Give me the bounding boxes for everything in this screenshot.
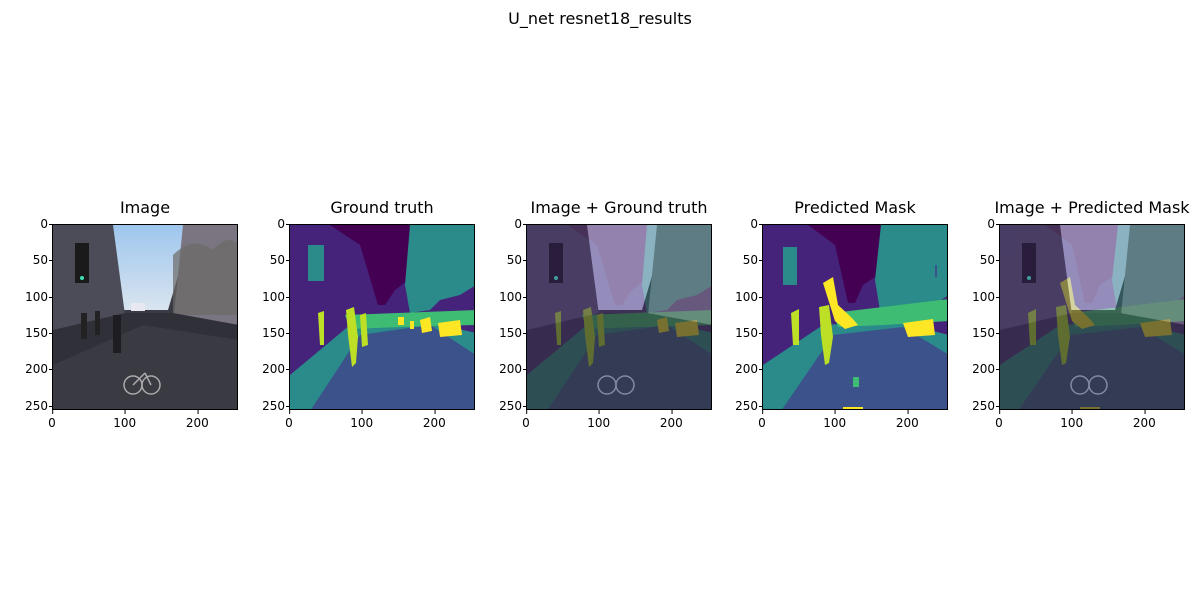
panel-predicted-mask: Predicted Mask 0 50 100 150 200 250 0 10… (735, 198, 948, 438)
panel-title: Ground truth (330, 198, 434, 217)
y-tick-250: 250 (735, 398, 763, 413)
y-tick-100: 100 (25, 289, 53, 304)
x-tick-0: 0 (48, 410, 56, 430)
x-tick-100: 100 (350, 410, 374, 430)
x-tick-0: 0 (995, 410, 1003, 430)
x-tick-100: 100 (823, 410, 847, 430)
y-tick-150: 150 (499, 326, 527, 340)
x-tick-200: 200 (659, 410, 683, 430)
y-tick-0: 0 (40, 217, 53, 231)
panel-image-ground-truth: Image + Ground truth 0 50 100 (499, 198, 712, 438)
panel-image: Image 0 50 100 (25, 198, 238, 438)
x-tick-0: 0 (758, 410, 766, 430)
y-tick-250: 250 (262, 398, 290, 413)
overlay-axes (999, 224, 1185, 410)
y-tick-50: 50 (742, 253, 764, 268)
y-tick-150: 150 (25, 326, 53, 340)
y-tick-200: 200 (499, 362, 527, 377)
y-tick-0: 0 (514, 217, 527, 231)
panel-ground-truth: Ground truth 0 50 100 150 200 250 0 100 … (262, 198, 475, 438)
y-tick-250: 250 (972, 398, 1000, 413)
y-tick-0: 0 (750, 217, 763, 231)
y-tick-250: 250 (25, 398, 53, 413)
y-tick-200: 200 (972, 362, 1000, 377)
x-tick-0: 0 (285, 410, 293, 430)
y-tick-200: 200 (25, 362, 53, 377)
photo-axes (52, 224, 238, 410)
y-tick-50: 50 (979, 253, 1001, 268)
panel-title: Image (119, 198, 171, 217)
image-ground-truth-overlay (527, 225, 711, 409)
panel-title: Predicted Mask (794, 198, 916, 217)
y-tick-100: 100 (499, 289, 527, 304)
predicted-mask (763, 225, 947, 409)
y-tick-50: 50 (269, 253, 291, 268)
y-tick-100: 100 (262, 289, 290, 304)
y-tick-150: 150 (262, 326, 290, 340)
ground-truth-mask (290, 225, 474, 409)
panel-title: Image + Ground truth (530, 198, 708, 217)
panel-title: Image + Predicted Mask (994, 198, 1190, 217)
x-tick-200: 200 (1132, 410, 1156, 430)
x-tick-200: 200 (895, 410, 919, 430)
y-tick-150: 150 (735, 326, 763, 340)
y-tick-150: 150 (972, 326, 1000, 340)
street-photo (53, 225, 237, 409)
y-tick-200: 200 (262, 362, 290, 377)
figure-title: U_net resnet18_results (508, 9, 692, 28)
y-tick-100: 100 (972, 289, 1000, 304)
mask-axes (762, 224, 948, 410)
x-tick-200: 200 (185, 410, 209, 430)
x-tick-200: 200 (422, 410, 446, 430)
mask-axes (289, 224, 475, 410)
y-tick-0: 0 (987, 217, 1000, 231)
y-tick-50: 50 (32, 253, 54, 268)
panel-image-predicted-mask: Image + Predicted Mask (972, 198, 1189, 438)
y-tick-200: 200 (735, 362, 763, 377)
x-tick-0: 0 (522, 410, 530, 430)
x-tick-100: 100 (113, 410, 137, 430)
y-tick-100: 100 (735, 289, 763, 304)
y-tick-250: 250 (499, 398, 527, 413)
y-tick-0: 0 (277, 217, 290, 231)
overlay-axes (526, 224, 712, 410)
y-tick-50: 50 (506, 253, 528, 268)
x-tick-100: 100 (1060, 410, 1084, 430)
image-predicted-mask-overlay (1000, 225, 1184, 409)
x-tick-100: 100 (587, 410, 611, 430)
